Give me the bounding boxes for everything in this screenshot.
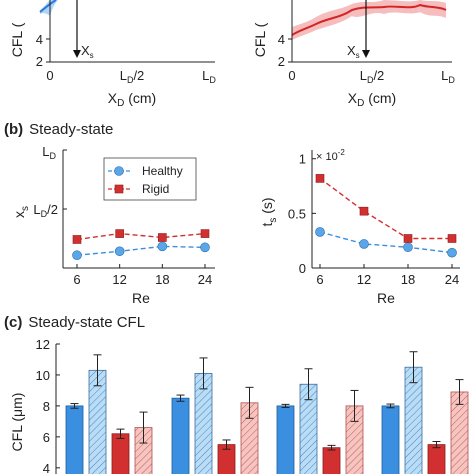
bar	[381, 405, 400, 474]
panel-b-left-xlabel: Re	[132, 290, 150, 306]
x-tick-label: 24	[445, 272, 459, 287]
legend-healthy-marker	[114, 166, 124, 176]
legend-healthy-label: Healthy	[142, 164, 183, 178]
panel-a-right-ylabel: CFL (	[252, 22, 268, 57]
y-tick-label: 6	[43, 430, 50, 445]
healthy-data-point	[157, 241, 168, 252]
rigid-series-line	[319, 177, 452, 240]
panel-a-right-xtick: 0	[288, 68, 295, 83]
healthy-series-line	[319, 231, 453, 254]
rigid-data-point	[315, 174, 325, 183]
panel-b-left: LD LD/2 xs 6 12 18 24 Re Healthy Rigid	[11, 144, 215, 306]
panel-b-left-ylabel: xs	[11, 206, 31, 218]
panel-a-right: CFL ( 4 2 Xs 0 LD/2 LD XD (cm)	[252, 0, 455, 109]
x-tick-label: 18	[401, 272, 415, 287]
panel-b-right-xticks: 6 12 18 24	[316, 264, 459, 287]
panel-b-right-series	[315, 174, 457, 258]
panel-c-bars	[65, 351, 469, 474]
bar	[322, 447, 341, 474]
y-tick-label: 4	[43, 461, 50, 474]
panel-b-left-ytick: LD/2	[33, 202, 58, 219]
panel-a-left-xtick: LD/2	[120, 68, 145, 85]
x-tick-label: 12	[357, 272, 371, 287]
panel-a-left-ylabel: CFL (	[9, 22, 25, 57]
panel-a-right-ytick: 4	[278, 32, 285, 47]
rigid-data-point	[447, 234, 457, 243]
bar	[65, 405, 84, 474]
x-tick-label: 12	[112, 272, 126, 287]
panel-a-left-ytick: 2	[36, 54, 43, 69]
bar	[276, 405, 295, 474]
panel-a-left-xlabel: XD (cm)	[108, 90, 156, 109]
panel-a-left-band	[40, 0, 58, 16]
legend-rigid-label: Rigid	[142, 182, 169, 196]
bar	[427, 444, 446, 474]
panel-b-left-xticks: 6 12 18 24	[73, 264, 212, 287]
panel-a-left-ytick: 4	[36, 32, 43, 47]
bar	[404, 366, 423, 474]
x-tick-label: 6	[73, 272, 80, 287]
healthy-data-point	[447, 247, 457, 258]
panel-a-left-xs-label: Xs	[81, 43, 94, 60]
y-tick-label: 12	[36, 337, 50, 352]
healthy-series-line	[76, 245, 206, 256]
x-tick-label: 18	[155, 272, 169, 287]
healthy-data-point	[403, 242, 413, 253]
healthy-data-point	[200, 242, 210, 253]
panel-b-legend: Healthy Rigid	[103, 157, 197, 201]
panel-a-right-ytick: 2	[278, 54, 285, 69]
panel-a-right-xtick: LD	[441, 68, 455, 85]
bar	[111, 433, 130, 474]
panel-a-right-xtick: LD/2	[360, 68, 385, 85]
panel-a-right-band	[292, 0, 446, 40]
rigid-data-point	[72, 235, 82, 244]
x-tick-label: 6	[316, 272, 323, 287]
rigid-series-line	[76, 232, 206, 241]
panel-c-yticks: 12 10 8 6 4	[36, 337, 60, 474]
panel-c-chart: CFL (μm) 12 10 8 6 4	[9, 337, 469, 474]
y-tick-label: 1	[299, 152, 306, 167]
legend-rigid-marker	[114, 184, 124, 194]
rigid-data-point	[200, 229, 210, 238]
panel-b-left-ytick: LD	[42, 144, 56, 161]
panel-a-right-curve	[291, 3, 447, 36]
panel-a-left-xtick: 0	[46, 68, 53, 83]
healthy-data-point	[359, 239, 369, 249]
bar	[171, 397, 190, 474]
rigid-data-point	[115, 229, 124, 238]
x-tick-label: 24	[198, 272, 212, 287]
healthy-data-point	[72, 250, 82, 261]
panel-b-right-ylabel: ts (s)	[259, 197, 279, 226]
y-tick-label: 8	[43, 399, 50, 414]
rigid-data-point	[158, 233, 167, 242]
panel-b-right-yticks: 10.50	[288, 152, 316, 276]
panel-a-right-xs-label: Xs	[347, 43, 360, 60]
y-tick-label: 0	[299, 261, 306, 276]
panel-c-title: (c) Steady-state CFL	[4, 314, 145, 331]
panel-a-left: CFL ( 4 2 Xs 0 LD/2 LD XD (cm)	[9, 0, 216, 109]
panel-b-right: 10.50 × 10-2 ts (s) 6 12 18 24 Re	[259, 148, 460, 306]
y-tick-label: 0.5	[288, 206, 306, 221]
panel-b-title: (b) Steady-state	[4, 121, 113, 138]
rigid-data-point	[403, 234, 413, 243]
y-tick-label: 10	[36, 368, 50, 383]
panel-a-right-xlabel: XD (cm)	[348, 90, 396, 109]
healthy-data-point	[114, 246, 125, 257]
healthy-data-point	[315, 227, 325, 237]
panel-b-right-xlabel: Re	[377, 290, 395, 306]
rigid-data-point	[359, 206, 369, 216]
panel-c-ylabel: CFL (μm)	[9, 393, 25, 452]
panel-a-left-xtick: LD	[202, 68, 216, 85]
panel-b-left-series	[72, 229, 210, 261]
panel-a-left-curve	[39, 0, 57, 13]
panel-b-right-scale: × 10-2	[316, 148, 345, 163]
